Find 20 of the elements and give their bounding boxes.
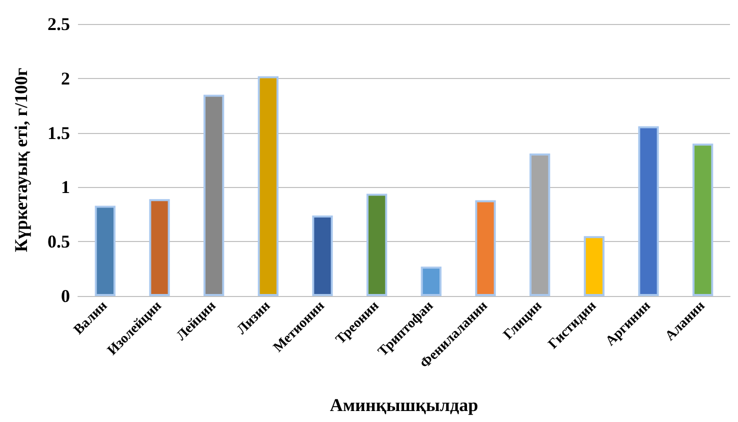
bar: [94, 206, 116, 296]
bar: [530, 153, 550, 296]
bar: [638, 126, 659, 296]
bar: [204, 94, 224, 296]
bar: [366, 194, 388, 296]
bar: [692, 144, 714, 296]
y-tick-label: 1: [61, 177, 70, 198]
bar: [312, 215, 333, 296]
bar: [149, 199, 170, 296]
y-tick-label: 0.5: [48, 232, 70, 252]
y-tick-label: 2: [61, 68, 70, 88]
bar: [475, 200, 496, 296]
x-axis-title: Аминқышқылдар: [330, 395, 478, 415]
bar: [420, 266, 442, 296]
bar: [584, 236, 604, 296]
y-tick-label: 0: [61, 286, 70, 306]
y-tick-label: 2.5: [48, 14, 70, 34]
bar: [258, 76, 278, 296]
y-axis-title: Күркетауық еті, г/100г: [11, 68, 31, 252]
y-tick-label: 1.5: [48, 122, 70, 143]
